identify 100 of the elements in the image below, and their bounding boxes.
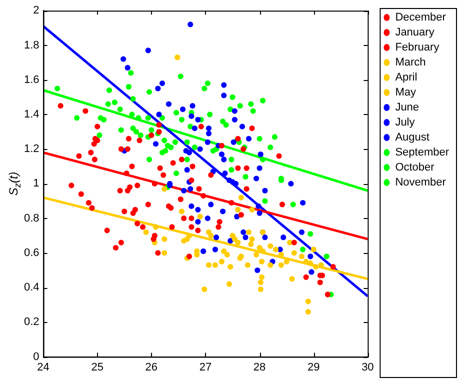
- legend-label: March: [395, 56, 426, 69]
- y-tick-label: 1.6: [24, 74, 40, 86]
- y-tick-label: 0.8: [24, 212, 40, 224]
- point: [152, 180, 158, 186]
- point: [221, 156, 227, 162]
- point: [150, 236, 156, 242]
- point: [129, 112, 135, 118]
- point: [130, 210, 136, 216]
- point: [260, 98, 266, 104]
- point: [262, 234, 268, 240]
- point: [234, 214, 240, 220]
- point: [146, 156, 152, 162]
- point: [228, 200, 234, 206]
- point: [54, 86, 60, 92]
- point: [188, 224, 194, 230]
- y-tick-label: 1.4: [24, 108, 40, 120]
- point: [204, 216, 210, 222]
- point: [244, 262, 250, 268]
- point: [230, 94, 236, 100]
- point: [173, 110, 180, 116]
- legend-label: November: [395, 176, 446, 189]
- point: [162, 250, 168, 256]
- point: [290, 202, 296, 208]
- point: [106, 87, 112, 94]
- point: [169, 224, 175, 230]
- legend-label: December: [395, 12, 446, 24]
- point: [112, 100, 118, 106]
- point: [202, 286, 208, 292]
- point: [188, 124, 194, 130]
- point: [101, 116, 107, 122]
- point: [212, 246, 218, 252]
- point: [244, 165, 250, 171]
- point: [195, 218, 201, 225]
- y-tick-label: 0.6: [24, 246, 40, 259]
- point: [268, 243, 274, 249]
- point: [204, 139, 210, 145]
- point: [244, 186, 250, 192]
- point: [181, 216, 187, 222]
- point: [146, 89, 152, 95]
- point: [155, 86, 161, 92]
- y-tick-label: 0: [33, 350, 40, 363]
- point: [136, 138, 142, 144]
- point: [256, 210, 262, 216]
- point: [248, 241, 254, 248]
- point: [242, 174, 248, 180]
- point: [178, 116, 185, 122]
- point: [208, 202, 214, 208]
- legend-label: June: [395, 102, 420, 114]
- point: [188, 113, 194, 119]
- point: [96, 132, 102, 138]
- point: [140, 224, 146, 230]
- point: [222, 170, 228, 176]
- point: [195, 206, 201, 212]
- point: [78, 191, 84, 197]
- x-tick-label: 30: [362, 361, 374, 374]
- legend-label: February: [395, 42, 440, 54]
- point: [184, 156, 190, 162]
- point: [188, 186, 194, 192]
- point: [258, 274, 265, 280]
- point: [162, 236, 168, 242]
- point: [216, 218, 222, 225]
- point: [155, 250, 161, 256]
- point: [249, 206, 255, 212]
- point: [298, 229, 305, 235]
- point: [127, 184, 133, 190]
- point: [242, 234, 248, 240]
- point: [197, 214, 203, 220]
- x-tick-label: 27: [199, 361, 212, 374]
- point: [235, 165, 241, 171]
- point: [184, 167, 190, 173]
- point: [88, 150, 94, 156]
- point: [117, 106, 123, 112]
- y-tick-label: 1.2: [24, 143, 40, 156]
- point: [268, 262, 274, 268]
- point: [156, 112, 162, 118]
- point: [134, 182, 140, 188]
- legend-label: September: [395, 146, 450, 159]
- point: [228, 167, 234, 173]
- point: [126, 84, 132, 90]
- y-tick-label: 0.4: [24, 282, 40, 294]
- point: [272, 246, 279, 252]
- point: [228, 156, 234, 162]
- point: [289, 276, 295, 282]
- point: [136, 115, 142, 121]
- point: [162, 186, 168, 192]
- point: [262, 188, 268, 194]
- point: [178, 156, 185, 162]
- point: [118, 127, 124, 133]
- point: [238, 212, 244, 218]
- point: [186, 254, 192, 260]
- point: [248, 101, 254, 107]
- point: [324, 254, 330, 260]
- point: [138, 132, 144, 138]
- point: [94, 124, 100, 130]
- point: [166, 203, 172, 210]
- point: [226, 281, 232, 287]
- legend-label: October: [395, 162, 435, 174]
- point: [288, 180, 294, 186]
- point: [228, 106, 234, 112]
- point: [254, 176, 260, 182]
